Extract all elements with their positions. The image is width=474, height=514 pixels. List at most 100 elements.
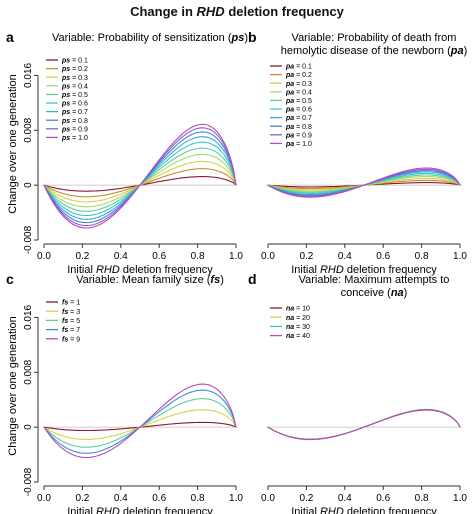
- y-tick-label: 0.016: [23, 62, 34, 87]
- panel-c: c Variable: Mean family size (fs)-0.00800…: [6, 271, 243, 514]
- x-tick-label: 0.2: [75, 493, 89, 504]
- x-axis-label: Initial RHD deletion frequency: [67, 506, 213, 514]
- legend-variable: ps: [61, 126, 70, 133]
- panel-letter: a: [6, 29, 14, 45]
- series-line-1: [43, 176, 237, 192]
- x-tick-label: 0.0: [261, 251, 275, 262]
- legend-value: = 0.5: [70, 92, 88, 99]
- legend-entry: ps = 0.5: [61, 92, 88, 99]
- legend-entry: ps = 1.0: [61, 135, 88, 142]
- x-tick-label: 0.6: [152, 251, 166, 262]
- x-axis-label-post: deletion frequency: [120, 506, 213, 514]
- y-tick-label: -0.008: [23, 467, 34, 496]
- legend-entry: ps = 0.2: [61, 66, 88, 73]
- legend-value: = 0.6: [294, 107, 312, 114]
- series-line-7: [43, 136, 237, 220]
- legend-entry: ps = 0.3: [61, 75, 88, 82]
- legend-variable: fs: [62, 318, 68, 325]
- series-line-3: [267, 408, 461, 441]
- legend-value: = 0.8: [294, 124, 312, 131]
- y-tick-label: 0: [23, 182, 34, 188]
- series-line-10: [43, 123, 237, 229]
- legend-entry: ps = 0.6: [61, 101, 88, 108]
- x-tick-label: 0.4: [114, 251, 128, 262]
- x-tick-label: 0.4: [338, 251, 352, 262]
- y-axis-label: Change over one generation: [7, 316, 19, 455]
- legend-entry: ps = 0.1: [61, 58, 88, 65]
- legend-variable: pa: [285, 98, 294, 105]
- legend-variable: pa: [285, 141, 294, 148]
- legend-variable: ps: [61, 109, 70, 116]
- legend-value: = 0.8: [70, 118, 88, 125]
- legend-variable: fs: [62, 309, 68, 316]
- legend-variable: ps: [61, 118, 70, 125]
- figure-title: Change in RHD deletion frequency: [0, 4, 474, 19]
- figure-title-pre: Change in: [130, 4, 197, 19]
- x-axis-label: Initial RHD deletion frequency: [67, 264, 213, 276]
- x-axis-label-pre: Initial: [67, 506, 96, 514]
- legend-entry: fs = 3: [62, 309, 80, 316]
- legend-variable: pa: [285, 64, 294, 71]
- legend-variable: pa: [285, 115, 294, 122]
- x-axis-label: Initial RHD deletion frequency: [291, 264, 437, 276]
- panel-title: conceive (na): [341, 287, 408, 299]
- legend-variable: pa: [285, 72, 294, 79]
- panel-a: a Variable: Probability of sensitization …: [6, 29, 248, 276]
- legend-value: = 9: [68, 336, 80, 343]
- series-line-4: [267, 409, 461, 440]
- legend-value: = 0.9: [294, 132, 312, 139]
- legend-value: = 20: [294, 315, 310, 322]
- legend-value: = 30: [294, 324, 310, 331]
- legend-variable: ps: [61, 58, 70, 65]
- series-line-2: [43, 409, 237, 440]
- legend-variable: ps: [61, 135, 70, 142]
- legend-entry: na = 40: [286, 333, 310, 340]
- legend-entry: ps = 0.4: [61, 83, 88, 90]
- legend-entry: na = 20: [286, 315, 310, 322]
- x-tick-label: 0.2: [299, 251, 313, 262]
- legend-entry: na = 10: [286, 306, 310, 313]
- legend-variable: fs: [62, 300, 68, 307]
- legend-value: = 10: [294, 306, 310, 313]
- panel-title-text: Variable: Maximum attempts to: [299, 274, 450, 286]
- legend-entry: pa = 1.0: [285, 141, 312, 148]
- panel-title-text: Variable: Probability of death from: [292, 32, 457, 44]
- legend-entry: pa = 0.3: [285, 81, 312, 88]
- panel-b: b Variable: Probability of death fromhemo…: [248, 29, 467, 276]
- legend-entry: pa = 0.9: [285, 132, 312, 139]
- legend-variable: fs: [62, 336, 68, 343]
- x-axis-label-pre: Initial: [67, 264, 96, 276]
- legend-entry: pa = 0.7: [285, 115, 312, 122]
- x-axis-label-em: RHD: [96, 264, 120, 276]
- y-tick-label: 0: [23, 424, 34, 430]
- legend-variable: na: [286, 306, 294, 313]
- x-axis-label-em: RHD: [320, 264, 344, 276]
- x-axis-label-em: RHD: [320, 506, 344, 514]
- series-line-5: [43, 383, 237, 459]
- panel-letter: b: [248, 29, 257, 45]
- legend-entry: fs = 1: [62, 300, 80, 307]
- legend-value: = 40: [294, 333, 310, 340]
- x-tick-label: 0.8: [191, 493, 205, 504]
- legend-value: = 0.6: [70, 101, 88, 108]
- x-tick-label: 0.6: [376, 251, 390, 262]
- legend-variable: pa: [285, 132, 294, 139]
- panel-title-text: ): [244, 32, 248, 44]
- panel-title: Variable: Maximum attempts to: [299, 274, 450, 286]
- x-axis-label-post: deletion frequency: [344, 264, 437, 276]
- legend-variable: na: [286, 324, 294, 331]
- x-tick-label: 0.8: [415, 493, 429, 504]
- figure-title-em: RHD: [196, 4, 225, 19]
- x-tick-label: 0.2: [75, 251, 89, 262]
- legend-value: = 1.0: [70, 135, 88, 142]
- x-axis-label-em: RHD: [96, 506, 120, 514]
- legend-value: = 0.4: [294, 89, 312, 96]
- series-line-4: [43, 389, 237, 454]
- legend-variable: ps: [61, 92, 70, 99]
- series-line-10: [267, 167, 461, 198]
- series-line-5: [43, 147, 237, 212]
- x-axis-label-post: deletion frequency: [344, 506, 437, 514]
- legend-variable: pa: [285, 81, 294, 88]
